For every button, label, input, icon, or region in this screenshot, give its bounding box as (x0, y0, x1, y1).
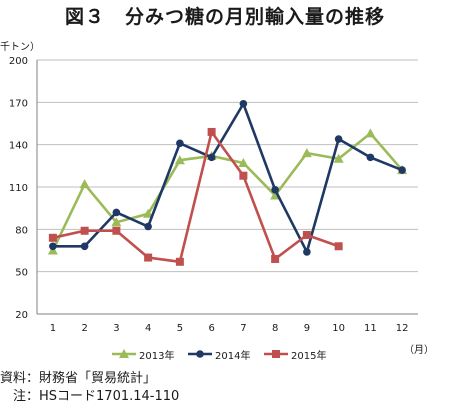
y-tick-label: 170 (9, 98, 28, 109)
legend-label: 2013年 (139, 350, 175, 362)
data-point (239, 171, 248, 180)
x-axis-unit: （月） (404, 345, 434, 356)
data-point (111, 217, 122, 227)
data-point (303, 248, 311, 256)
data-point (112, 208, 121, 217)
data-point (49, 242, 57, 251)
data-point (112, 226, 121, 235)
series-line-2 (52, 130, 340, 264)
chart-legend: 2013年 2014年 2015年 (0, 346, 450, 362)
y-tick-label: 200 (9, 56, 28, 67)
data-point (80, 226, 89, 235)
data-point (301, 148, 312, 158)
legend-label: 2014年 (215, 350, 251, 362)
legend-item: 2015年 (264, 346, 326, 362)
data-point (174, 155, 185, 165)
data-point (80, 242, 89, 251)
x-tick-label: 4 (145, 323, 151, 334)
data-point (271, 254, 280, 263)
data-point (143, 208, 154, 218)
data-point (398, 166, 406, 174)
data-point (239, 99, 248, 108)
x-tick-label: 3 (113, 323, 119, 334)
data-point (207, 127, 216, 136)
source-note: 資料：財務省「貿易統計」 (0, 371, 157, 386)
data-point (334, 135, 343, 143)
legend-swatch (112, 349, 136, 358)
series-line-1 (52, 102, 403, 254)
legend-label: 2015年 (291, 350, 327, 362)
data-point (366, 153, 375, 162)
data-point (144, 253, 153, 262)
x-tick-label: 12 (396, 323, 409, 334)
data-point (79, 179, 90, 189)
legend-item: 2013年 (112, 346, 174, 362)
x-tick-label: 9 (304, 323, 310, 334)
data-point (334, 242, 343, 251)
data-point (271, 186, 279, 194)
legend-swatch (188, 350, 212, 358)
data-point (238, 158, 249, 168)
y-tick-label: 110 (9, 183, 28, 194)
data-point (207, 153, 216, 162)
data-point (176, 139, 184, 148)
y-axis-unit: 千トン） (0, 42, 40, 53)
y-tick-label: 140 (9, 141, 28, 152)
hs-code-note: 注：HSコード1701.14-110 (0, 389, 180, 404)
data-point (365, 128, 376, 138)
chart-title: 図３ 分みつ糖の月別輸入量の推移 (64, 6, 385, 28)
x-tick-label: 10 (332, 323, 345, 334)
x-tick-label: 6 (208, 323, 214, 334)
y-tick-label: 20 (15, 310, 28, 321)
x-tick-label: 1 (50, 323, 56, 334)
data-point (333, 153, 344, 163)
x-tick-label: 7 (240, 323, 246, 334)
x-tick-label: 8 (272, 323, 278, 334)
data-point (48, 233, 57, 242)
y-tick-label: 50 (15, 268, 28, 279)
data-point (144, 222, 152, 231)
x-tick-label: 11 (364, 323, 377, 334)
x-tick-label: 5 (177, 323, 183, 334)
legend-swatch (264, 350, 288, 358)
legend-item: 2014年 (188, 346, 250, 362)
data-point (302, 230, 311, 239)
y-tick-label: 80 (15, 225, 28, 236)
notes: 資料：財務省「貿易統計」 注：HSコード1701.14-110 (0, 370, 179, 406)
data-point (175, 257, 184, 266)
series-line-0 (51, 132, 404, 252)
x-tick-label: 2 (81, 323, 87, 334)
